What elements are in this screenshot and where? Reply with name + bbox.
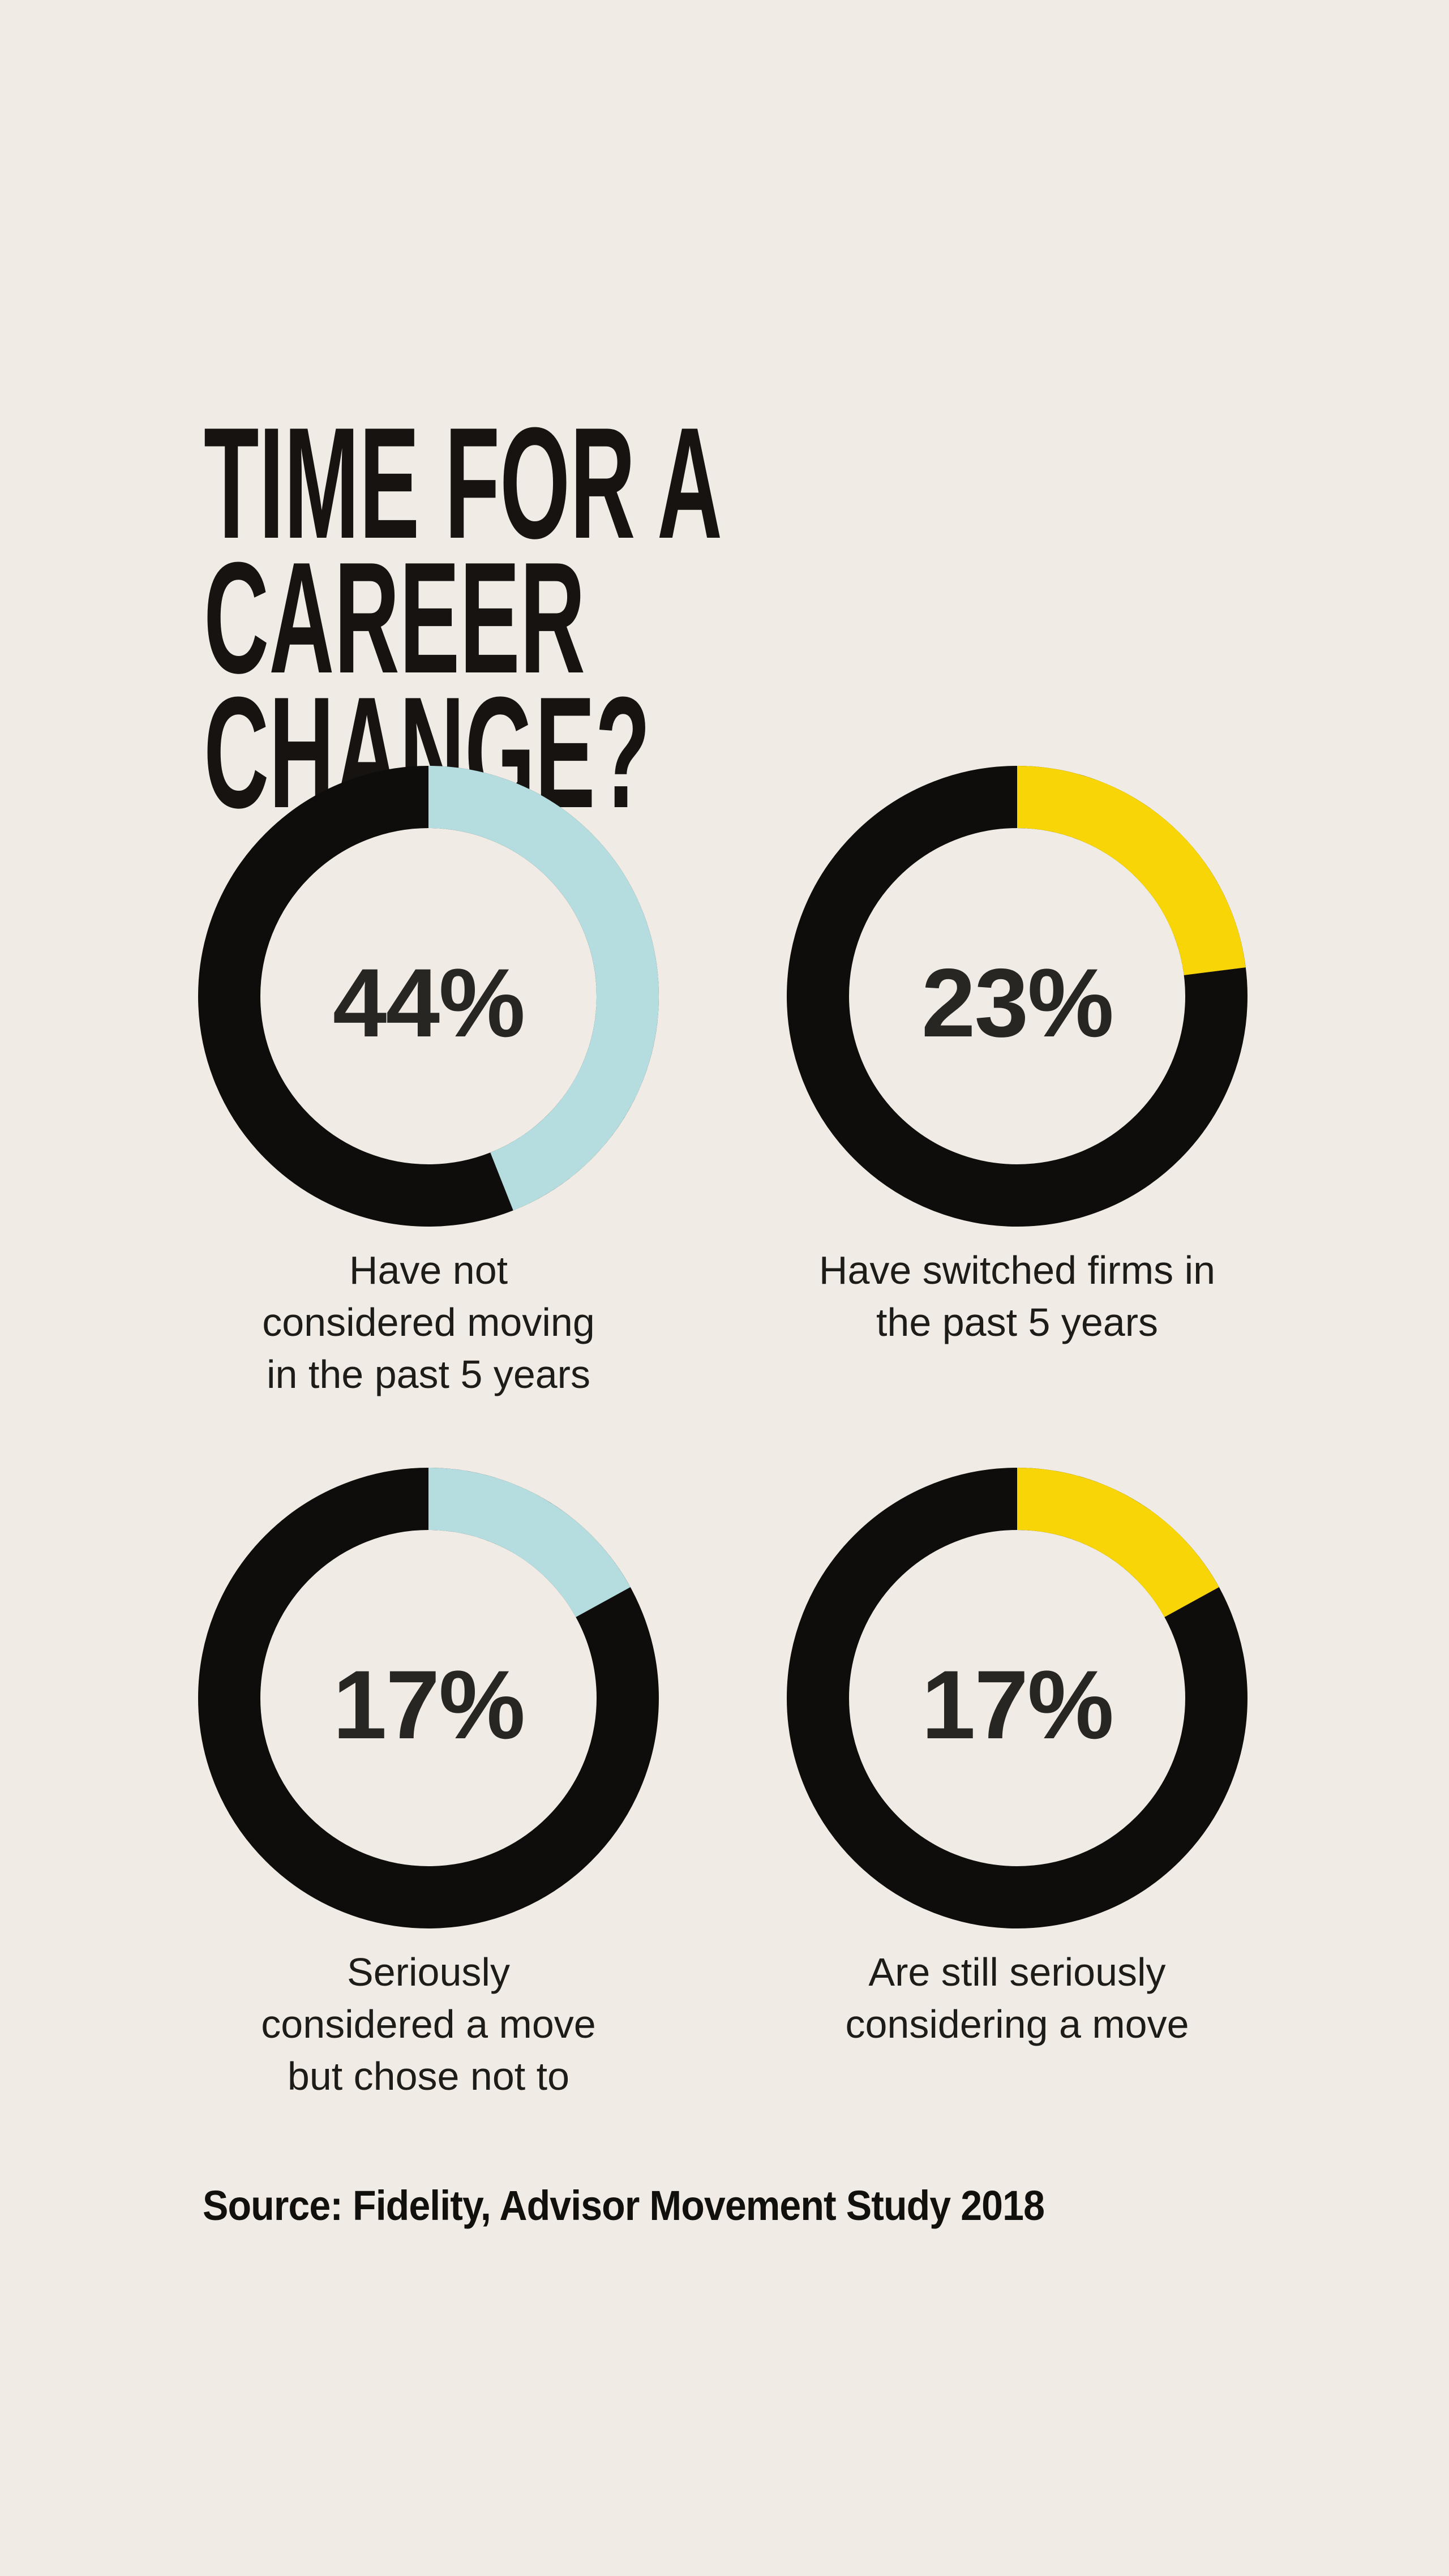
donut-caption-3: Seriously considered a move but chose no…	[261, 1950, 596, 2098]
donut-percent-value: 17%	[921, 1651, 1114, 1759]
donut-ring-accent-segment	[198, 1468, 659, 1928]
donut-chart-1-graphic	[198, 766, 659, 1227]
donut-chart-4-graphic	[787, 1468, 1247, 1928]
donut-ring-accent-segment	[198, 766, 659, 1227]
donut-chart-1: 44%	[188, 756, 669, 1237]
donut-chart-2: 23%	[777, 756, 1258, 1237]
source-attribution: Source: Fidelity, Advisor Movement Study…	[203, 2182, 1045, 2229]
donut-chart-2-graphic	[787, 766, 1247, 1227]
donut-ring-accent-segment	[787, 1468, 1247, 1928]
donut-ring-accent-segment	[787, 766, 1247, 1227]
donut-caption-1: Have not considered moving in the past 5…	[262, 1248, 595, 1396]
donut-percent-value: 44%	[332, 949, 525, 1057]
donut-caption-2: Have switched firms in the past 5 years	[818, 1248, 1216, 1344]
donut-percent-value: 23%	[921, 949, 1114, 1057]
donut-percent-value: 17%	[332, 1651, 525, 1759]
donut-chart-3: 17%	[188, 1458, 669, 1939]
donut-caption-4: Are still seriously considering a move	[845, 1950, 1189, 2046]
donut-chart-4: 17%	[777, 1458, 1258, 1939]
donut-chart-3-graphic	[198, 1468, 659, 1928]
